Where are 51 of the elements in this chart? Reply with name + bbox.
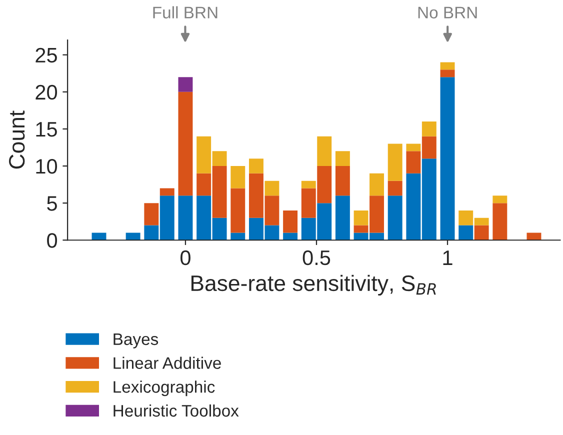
x-axis-title: Base-rate sensitivity, S$_{BR}$ [191,274,436,296]
bar [406,144,421,152]
bar [92,232,106,240]
bar [335,166,350,196]
y-tick-label: 25 [36,48,57,63]
bar [126,232,140,240]
bar [178,77,193,92]
bar [422,122,436,136]
bar [230,166,246,188]
bar [178,92,193,196]
bar [301,180,316,188]
y-tick-label: 20 [36,84,58,100]
y-tick-label: 15 [36,122,57,137]
bar [335,151,350,166]
bar [264,180,280,196]
bar [440,77,455,240]
bar [388,196,402,240]
bar [178,196,193,240]
legend-label: Bayes [114,333,158,348]
bar [144,203,159,226]
bar [283,232,298,240]
bar [335,196,350,240]
x-tick-label: 1 [443,250,452,265]
text: No BRN [418,6,477,18]
legend-label: Heuristic Toolbox [114,404,239,417]
bar [354,210,368,226]
y-axis-title: Count [8,110,25,169]
x-tick-label: 0.5 [302,250,330,266]
bar [230,232,246,240]
bar [388,144,402,181]
x-tick-label: 0 [180,250,190,266]
bar [160,188,174,196]
bar [474,225,489,240]
bar [526,232,542,240]
y-tick-label: 5 [47,196,57,211]
bar [388,180,402,196]
bar [440,70,455,78]
y-tick-label: 10 [36,159,58,174]
bar [458,225,474,240]
bar [492,196,508,204]
y-tick-label: 0 [47,233,58,248]
bar [230,188,246,233]
bar [248,158,264,174]
bar [370,173,384,196]
bar [283,210,298,233]
legend-label: Lexicographic [114,380,215,396]
legend-label: Linear Additive [114,356,221,369]
bar [492,203,508,240]
text: Full BRN [153,6,218,18]
bar [317,136,332,166]
bar [440,62,455,70]
